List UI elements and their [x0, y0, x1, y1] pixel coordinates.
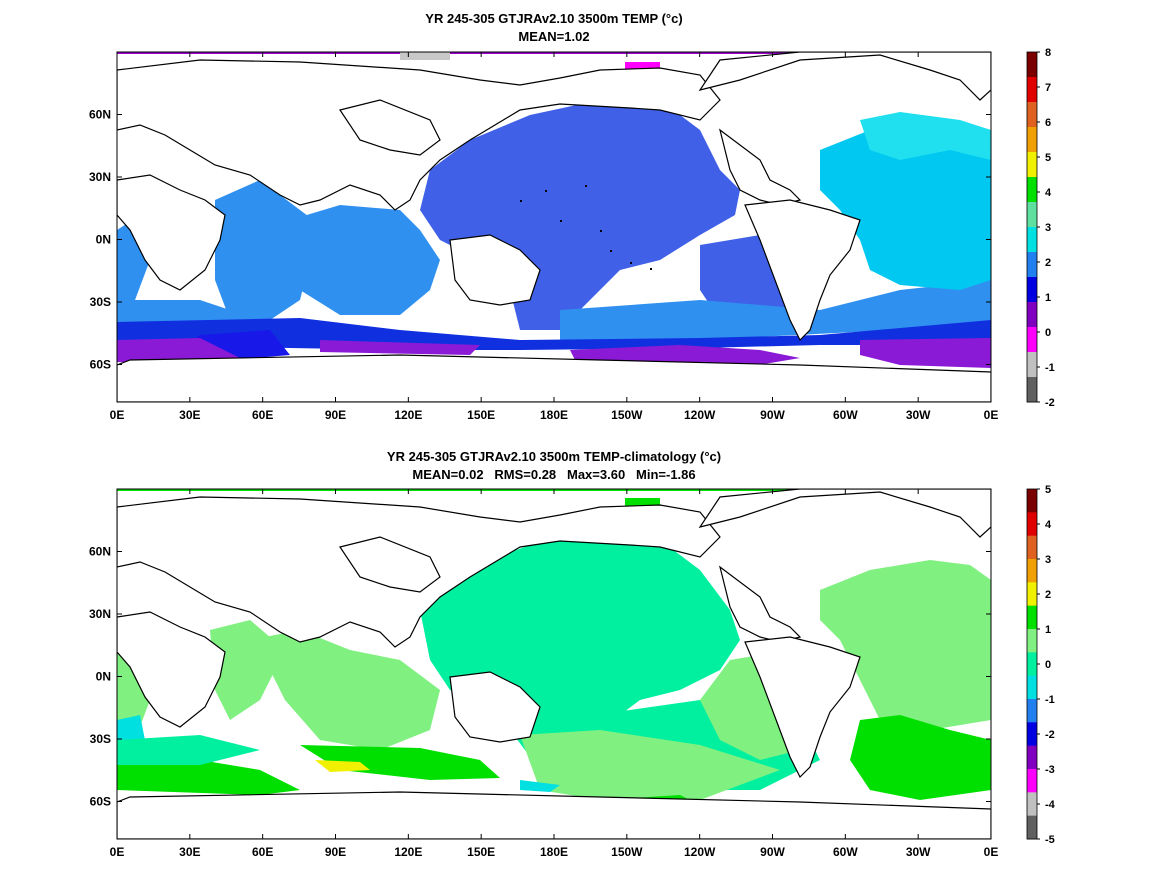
colorbar-swatch: [1027, 652, 1037, 677]
axes-layer: 0E 30E 60E 90E 120E 150E 180E 150W 120W 90W 60W 30W…: [89, 52, 998, 859]
y-tick-label: 60N: [89, 108, 111, 122]
x-tick-label: 180E: [540, 845, 568, 859]
colorbar-swatch: [1027, 559, 1037, 583]
colorbar-swatch: [1027, 699, 1037, 723]
x-tick-label: 0E: [984, 408, 999, 422]
x-tick-label: 30W: [906, 408, 931, 422]
colorbar-label: 4: [1045, 187, 1052, 199]
colorbar-label: 6: [1045, 117, 1051, 129]
coastlines-2: [117, 489, 991, 839]
colorbar-label: -2: [1045, 397, 1055, 409]
colorbar-label: -3: [1045, 764, 1055, 776]
chart-subtitle-1: MEAN=1.02: [518, 29, 590, 44]
colorbar-swatch: [1027, 377, 1037, 403]
colorbar-swatch: [1027, 327, 1037, 353]
colorbar-label: -4: [1045, 799, 1056, 811]
colorbar-label: 3: [1045, 554, 1051, 566]
colorbar-swatch: [1027, 582, 1037, 607]
colorbar-label: -2: [1045, 729, 1055, 741]
colorbar-label: 5: [1045, 484, 1051, 496]
x-tick-label: 120E: [394, 845, 422, 859]
colorbar-label: 7: [1045, 82, 1051, 94]
colorbar-swatch: [1027, 127, 1037, 153]
colorbar-label: 8: [1045, 47, 1051, 59]
colorbar-swatch: [1027, 722, 1037, 747]
colorbar-swatch: [1027, 629, 1037, 653]
chart-title-2: YR 245-305 GTJRAv2.10 3500m TEMP-climato…: [386, 449, 722, 464]
colorbar-label: -5: [1045, 834, 1055, 846]
x-tick-label: 120W: [684, 845, 716, 859]
y-tick-label: 30N: [89, 607, 111, 621]
x-tick-label: 150W: [611, 408, 643, 422]
x-tick-label: 90W: [760, 408, 785, 422]
colorbar-swatch: [1027, 52, 1037, 78]
x-tick-label: 60W: [833, 408, 858, 422]
x-tick-label: 0E: [110, 408, 125, 422]
x-tick-label: 90E: [325, 408, 346, 422]
colorbar-label: 1: [1045, 292, 1051, 304]
x-tick-label: 150E: [467, 408, 495, 422]
colorbars-layer: 8 7 6 5 4 3 2 1 0 -1 -2 5 4 3 2 1 0 -1 -2 -3 -4 -5: [1026, 47, 1056, 846]
y-tick-label: 30S: [90, 732, 111, 746]
colorbar-label: 3: [1045, 222, 1051, 234]
x-tick-label: 150W: [611, 845, 643, 859]
colorbar-label: 0: [1045, 327, 1051, 339]
chart-subtitle-2: MEAN=0.02 RMS=0.28 Max=3.60 Min=-1.86: [412, 467, 696, 482]
y-tick-label: 0N: [96, 233, 111, 247]
x-tick-label: 30E: [179, 408, 200, 422]
coastlines-1: [117, 52, 991, 402]
x-tick-label: 60W: [833, 845, 858, 859]
x-tick-label: 60E: [252, 408, 273, 422]
map-1: [117, 52, 991, 402]
colorbar-swatch: [1027, 489, 1037, 513]
x-tick-label: 0E: [984, 845, 999, 859]
x-tick-label: 60E: [252, 845, 273, 859]
colorbar-label: 4: [1045, 519, 1052, 531]
colorbar-label: 0: [1045, 659, 1051, 671]
chart-title-1: YR 245-305 GTJRAv2.10 3500m TEMP (°c): [425, 11, 683, 26]
colorbar-swatch: [1027, 745, 1037, 770]
colorbar-swatch: [1027, 535, 1037, 560]
map-2: [117, 489, 991, 839]
colorbar-swatch: [1027, 152, 1037, 178]
x-tick-label: 0E: [110, 845, 125, 859]
islands-1: [520, 185, 652, 270]
colorbar-swatch: [1027, 792, 1037, 817]
colorbar-swatch: [1027, 77, 1037, 103]
colorbar-swatch: [1027, 302, 1037, 328]
colorbar-label: -1: [1045, 362, 1055, 374]
y-tick-label: 0N: [96, 670, 111, 684]
colorbar-swatch: [1027, 605, 1037, 630]
y-tick-label: 60S: [90, 358, 111, 372]
colorbar-label: -1: [1045, 694, 1055, 706]
x-tick-label: 150E: [467, 845, 495, 859]
colorbar-label: 2: [1045, 257, 1051, 269]
colorbar-swatch: [1027, 177, 1037, 203]
colorbar-swatch: [1027, 202, 1037, 228]
colorbar-swatch: [1027, 102, 1037, 128]
colorbar-swatch: [1027, 277, 1037, 303]
colorbar-swatch: [1027, 675, 1037, 700]
y-tick-label: 60N: [89, 545, 111, 559]
y-tick-label: 60S: [90, 795, 111, 809]
x-tick-label: 120W: [684, 408, 716, 422]
x-tick-label: 30E: [179, 845, 200, 859]
colorbar-label: 1: [1045, 624, 1051, 636]
y-tick-label: 30N: [89, 170, 111, 184]
colorbar-swatch: [1027, 252, 1037, 278]
x-tick-label: 90W: [760, 845, 785, 859]
colorbar-swatch: [1027, 815, 1037, 840]
colorbar-swatch: [1027, 512, 1037, 537]
colorbar-swatch: [1027, 227, 1037, 253]
colorbar-label: 5: [1045, 152, 1051, 164]
y-tick-label: 30S: [90, 295, 111, 309]
colorbar-label: 2: [1045, 589, 1051, 601]
x-tick-label: 90E: [325, 845, 346, 859]
x-tick-label: 30W: [906, 845, 931, 859]
colorbar-swatch: [1027, 769, 1037, 793]
x-tick-label: 180E: [540, 408, 568, 422]
x-tick-label: 120E: [394, 408, 422, 422]
colorbar-swatch: [1027, 352, 1037, 378]
